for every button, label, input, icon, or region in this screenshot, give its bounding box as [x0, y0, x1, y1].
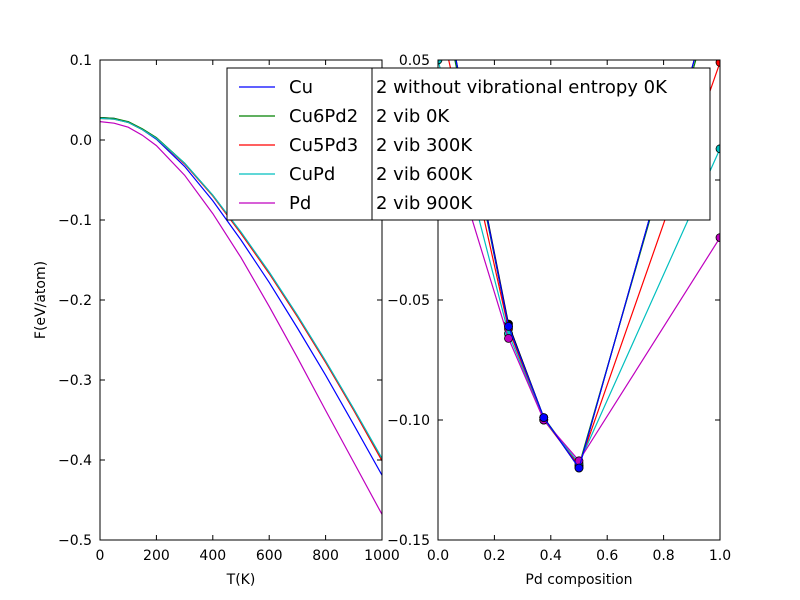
right-y-tick-label: −0.10 — [387, 413, 430, 429]
left-series-lines — [100, 117, 382, 515]
left-legend-label: Pd — [289, 193, 311, 214]
right-legend-label: 2 vib 300K — [376, 135, 473, 156]
right-legend-box — [371, 67, 711, 221]
right-x-axis-label: Pd composition — [525, 572, 632, 588]
left-x-tick-label: 1000 — [364, 548, 400, 564]
left-y-tick-label: −0.5 — [58, 533, 92, 549]
right-series-5-point — [574, 463, 584, 473]
right-x-tick-label: 0.4 — [540, 548, 562, 564]
left-x-tick-label: 200 — [143, 548, 170, 564]
right-series-5-point — [504, 321, 513, 331]
left-y-tick-label: 0.1 — [70, 53, 92, 69]
left-y-axis-label: F(eV/atom) — [33, 261, 49, 339]
left-y-tick-label: −0.4 — [58, 453, 92, 469]
left-y-tick-label: 0.0 — [70, 133, 92, 149]
right-x-tick-label: 0.0 — [427, 548, 449, 564]
left-legend-label: Cu6Pd2 — [289, 106, 358, 127]
left-series-line-4 — [100, 121, 382, 515]
right-ticks: 0.00.20.40.60.81.00.050.00−0.05−0.10−0.1… — [387, 53, 731, 564]
right-y-tick-label: 0.05 — [399, 53, 430, 69]
left-series-line-3 — [100, 117, 382, 459]
right-x-tick-label: 1.0 — [709, 548, 731, 564]
left-x-tick-label: 400 — [199, 548, 226, 564]
right-y-tick-label: −0.05 — [387, 293, 430, 309]
right-legend-label: 2 vib 0K — [376, 106, 450, 127]
right-series-4-point — [504, 333, 513, 343]
right-y-tick-label: −0.15 — [387, 533, 430, 549]
left-ticks: 0 200 400 600 800 1000 0.1 0.0 −0.1 −0.2 −0.3 −0.4 −… — [58, 53, 400, 564]
right-x-tick-label: 0.8 — [652, 548, 674, 564]
right-series-3-point — [438, 60, 443, 65]
right-legend-label: 2 without vibrational entropy 0K — [376, 77, 668, 98]
left-x-axis-label: T(K) — [226, 572, 256, 588]
left-legend-label: Cu — [289, 77, 313, 98]
left-legend-label: Cu5Pd3 — [289, 135, 358, 156]
right-series-4-point — [715, 233, 720, 242]
left-y-tick-label: −0.1 — [58, 213, 92, 229]
right-panel: 0.00.20.40.60.81.00.050.00−0.05−0.10−0.1… — [387, 53, 731, 588]
left-legend-label: CuPd — [289, 164, 335, 185]
right-series-3-point — [715, 144, 720, 154]
left-legend: Cu Cu6Pd2 Cu5Pd3 CuPd Pd — [226, 67, 373, 221]
left-x-tick-label: 600 — [256, 548, 283, 564]
left-x-tick-label: 800 — [312, 548, 339, 564]
right-legend-label: 2 vib 900K — [376, 193, 473, 214]
left-y-tick-label: −0.2 — [58, 293, 92, 309]
right-x-tick-label: 0.6 — [596, 548, 618, 564]
left-panel: 0 200 400 600 800 1000 0.1 0.0 −0.1 −0.2 −0.3 −0.4 −… — [33, 53, 400, 588]
right-x-tick-label: 0.2 — [483, 548, 505, 564]
left-x-tick-label: 0 — [96, 548, 105, 564]
right-legend-label: 2 vib 600K — [376, 164, 473, 185]
right-legend: 2 without vibrational entropy 0K 2 vib 0K… — [371, 67, 711, 221]
right-series-2-point — [715, 60, 720, 67]
left-legend-box — [226, 67, 373, 221]
left-y-tick-label: −0.3 — [58, 373, 92, 389]
right-series-5-point — [539, 413, 549, 423]
